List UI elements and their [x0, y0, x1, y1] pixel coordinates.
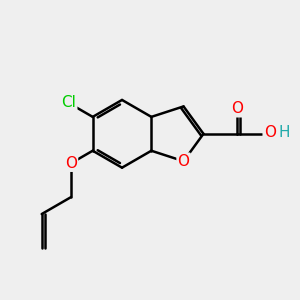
Text: O: O — [65, 156, 77, 171]
Text: O: O — [231, 101, 243, 116]
Text: H: H — [279, 125, 290, 140]
Text: O: O — [264, 125, 276, 140]
Text: O: O — [178, 154, 190, 169]
Text: Cl: Cl — [61, 95, 76, 110]
